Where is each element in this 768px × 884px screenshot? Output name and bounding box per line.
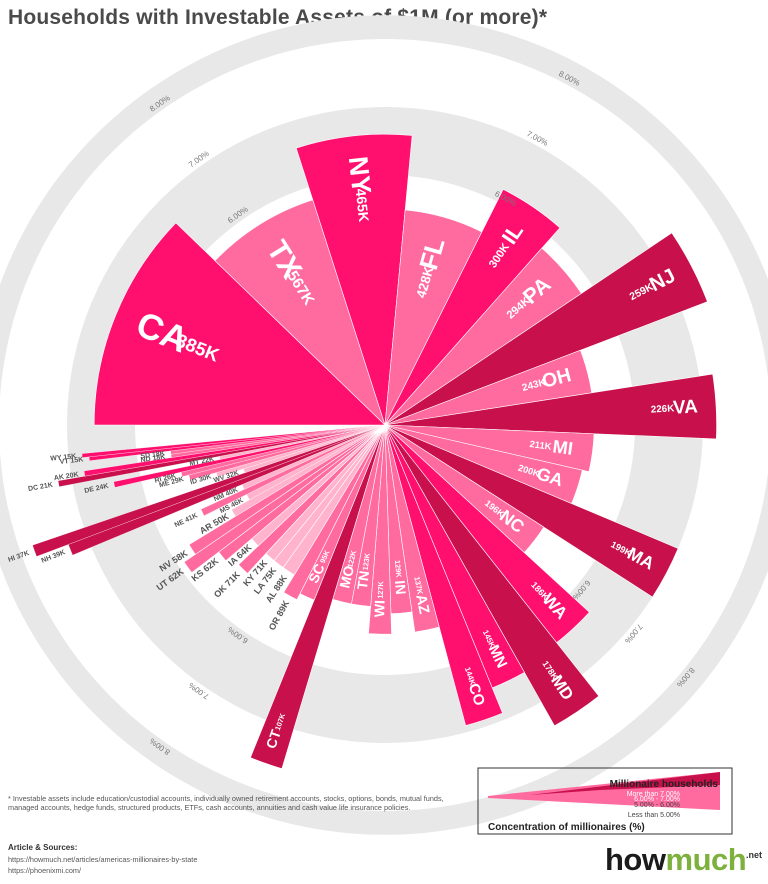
bar-ma	[384, 424, 679, 598]
bar-ne	[200, 424, 386, 516]
bar-ok	[238, 424, 386, 574]
label-mt: MT 22K	[189, 456, 215, 468]
label-state-mi: MI	[551, 436, 574, 459]
bar-nj	[384, 232, 708, 426]
label-value-ny: 465K	[353, 188, 373, 223]
bar-wy	[81, 424, 386, 458]
bar-va	[384, 373, 717, 440]
howmuch-logo[interactable]: howmuch	[605, 842, 747, 878]
label-state-mo: MO	[336, 564, 357, 590]
label-state-wi: WI	[371, 600, 387, 618]
label-state-ny: NY	[343, 155, 377, 195]
label-ak: AK 20K	[53, 471, 79, 482]
bar-md	[384, 424, 600, 727]
legend-band-2: 6.00% - 7.00%	[634, 796, 680, 803]
source-link-phoenix[interactable]: https://phoenixmi.com/	[8, 866, 82, 875]
label-value-va: 226K	[651, 403, 675, 415]
legend: Millionaire households More than 7.00% 6…	[477, 767, 733, 835]
legend-title: Millionaire households	[610, 779, 719, 790]
label-value-mi: 211K	[529, 439, 552, 453]
label-value-in: 129K	[393, 560, 404, 579]
label-vt: VT 15K	[59, 456, 83, 466]
bar-wi	[368, 424, 392, 635]
legend-band-0: Less than 5.00%	[628, 812, 680, 819]
state-bars	[32, 133, 717, 770]
label-ri: RI 26K	[154, 473, 177, 485]
label-state-ct: CT	[263, 727, 284, 750]
label-value-az: 137K	[412, 576, 425, 596]
label-value-tn: 123K	[361, 552, 372, 571]
bar-ak	[83, 424, 386, 477]
label-nd: ND 18K	[140, 454, 166, 464]
footnote: * Investable assets include education/cu…	[8, 794, 444, 813]
label-value-wi: 127K	[376, 580, 385, 598]
bar-de	[113, 424, 386, 488]
label-state-va: VA	[672, 395, 698, 417]
bar-dc	[57, 424, 386, 487]
label-dc: DC 21K	[28, 482, 54, 493]
bar-ar	[231, 424, 386, 517]
sources-heading: Article & Sources:	[8, 843, 78, 852]
label-sd: SD 18K	[140, 450, 165, 460]
bar-il	[384, 188, 561, 426]
label-value-mo: 122K	[345, 549, 358, 569]
bar-ca	[93, 222, 386, 426]
bar-tx	[214, 199, 386, 426]
bar-or	[283, 424, 386, 601]
bar-nv	[188, 424, 386, 555]
bar-co	[384, 424, 503, 726]
bar-ny	[295, 133, 413, 426]
legend-band-top	[530, 772, 720, 795]
legend-band-1: 5.00% - 6.00%	[634, 802, 680, 809]
legend-band-3: More than 7.00%	[627, 791, 680, 798]
logo-much: much	[665, 842, 747, 877]
logo-how: how	[605, 842, 666, 877]
bar-ct	[250, 424, 386, 770]
bar-az	[384, 424, 440, 633]
logo-net: .net	[746, 850, 763, 860]
label-state-sc: SC	[305, 561, 328, 585]
label-wy: WY 15K	[50, 453, 77, 463]
bar-hi	[32, 424, 386, 557]
legend-axis-label: Concentration of millionaires (%)	[488, 822, 645, 833]
source-link-howmuch[interactable]: https://howmuch.net/articles/americas-mi…	[8, 855, 198, 864]
bar-ut	[183, 424, 386, 574]
label-state-co: CO	[465, 681, 488, 708]
legend-frame	[477, 767, 733, 835]
label-state-tn: TN	[354, 570, 372, 591]
label-state-az: AZ	[412, 593, 432, 615]
label-state-in: IN	[391, 580, 408, 596]
